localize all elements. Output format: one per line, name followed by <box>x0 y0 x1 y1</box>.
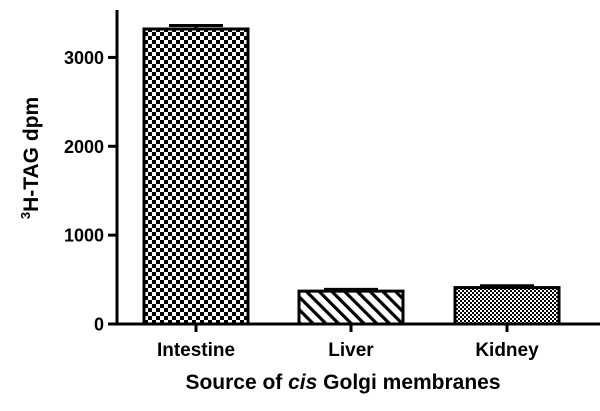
x-axis-label-part-1: Source of <box>185 371 288 394</box>
x-tick-label-liver: Liver <box>328 340 374 361</box>
bar-liver <box>297 289 405 326</box>
y-axis-label-superscript: 3 <box>18 212 33 219</box>
x-tick-label-kidney: Kidney <box>475 340 539 361</box>
y-tick-label-3000: 3000 <box>64 48 104 68</box>
y-ticks-layer: 0 1000 2000 3000 <box>64 48 117 335</box>
bar-intestine <box>142 27 250 326</box>
x-axis-label-italic-part: cis <box>288 371 317 394</box>
y-tick-label-0: 0 <box>94 315 104 335</box>
x-axis-label-part-3: Golgi membranes <box>317 371 500 394</box>
x-ticks-layer: Intestine Liver Kidney <box>157 324 539 361</box>
error-bars-layer <box>169 23 534 292</box>
bars-layer <box>142 27 561 326</box>
y-axis-label-main: H-TAG dpm <box>20 97 43 212</box>
x-axis-label: Source of cis Golgi membranes <box>185 371 500 394</box>
y-axis-label: 3H-TAG dpm <box>18 97 43 219</box>
bar-kidney <box>453 286 561 326</box>
x-tick-label-intestine: Intestine <box>157 340 235 361</box>
y-tick-label-2000: 2000 <box>64 137 104 157</box>
y-tick-label-1000: 1000 <box>64 226 104 246</box>
